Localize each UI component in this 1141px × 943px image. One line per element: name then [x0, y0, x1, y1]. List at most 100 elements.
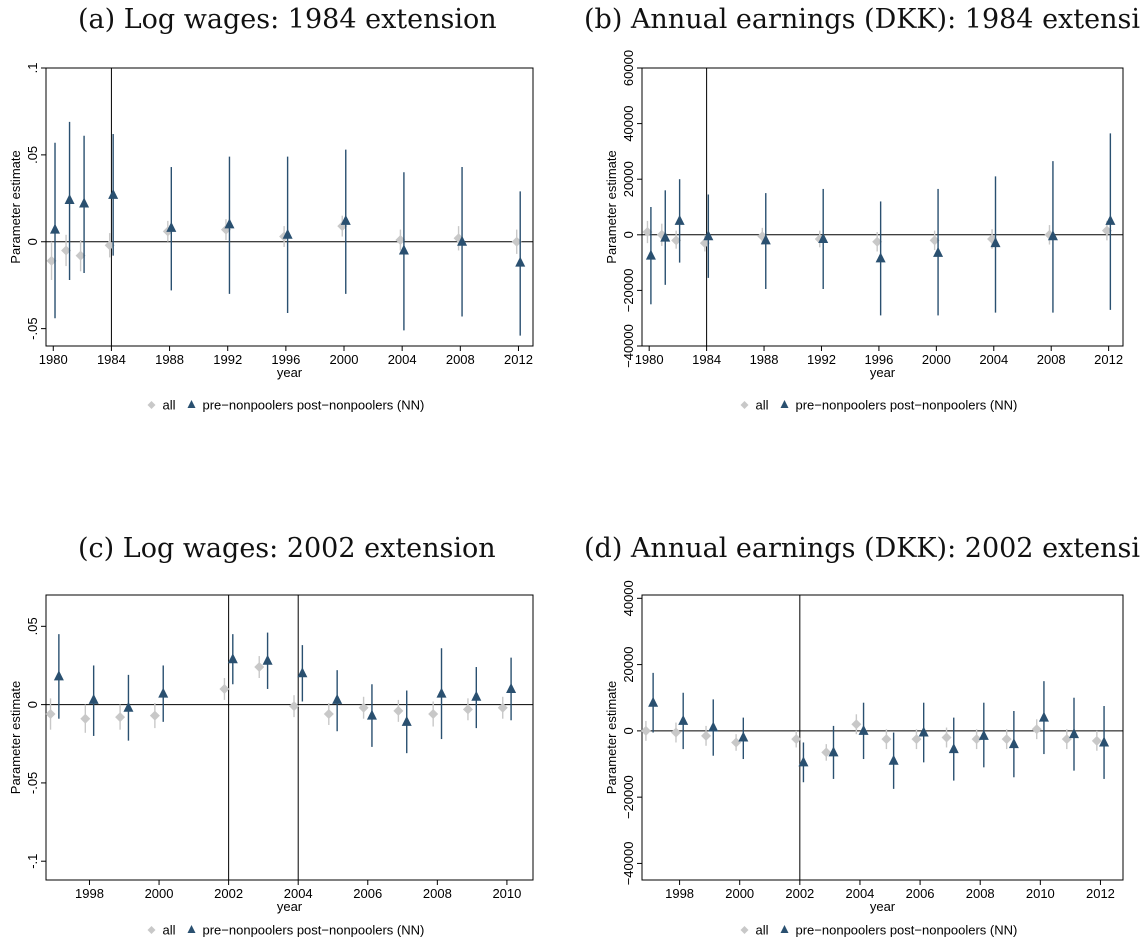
marker-nn — [53, 670, 64, 681]
marker-nn — [64, 194, 75, 205]
marker-all — [731, 737, 742, 748]
y-tick-label: 40000 — [621, 106, 636, 142]
legend-marker-all — [147, 401, 156, 409]
marker-nn — [798, 756, 809, 767]
x-axis-label: year — [870, 899, 896, 914]
marker-nn — [227, 653, 238, 664]
marker-all — [75, 250, 86, 261]
y-tick-label: 20000 — [621, 161, 636, 197]
marker-all — [911, 734, 922, 745]
marker-nn — [108, 188, 119, 199]
y-tick-label: −20000 — [621, 269, 636, 313]
marker-all — [219, 683, 230, 694]
legend-label-nn: pre−nonpoolers post−nonpoolers (NN) — [203, 398, 425, 413]
y-axis-label: Parameter estimate — [604, 150, 619, 263]
y-tick-label: .1 — [25, 63, 40, 74]
marker-nn — [123, 701, 134, 712]
legend-label-all: all — [163, 398, 176, 413]
x-tick-label: 1992 — [213, 352, 242, 367]
y-tick-label: 40000 — [621, 580, 636, 616]
plot-frame — [45, 67, 534, 347]
x-tick-label: 2000 — [330, 352, 359, 367]
marker-nn — [506, 682, 517, 693]
x-tick-label: 2010 — [492, 886, 521, 901]
x-tick-label: 2006 — [906, 886, 935, 901]
x-tick-label: 2012 — [504, 352, 533, 367]
plot-frame — [45, 594, 534, 881]
x-tick-label: 1980 — [39, 352, 68, 367]
y-tick-label: -.1 — [25, 854, 40, 869]
chart-d: 1998 2000 2002 2004 2006 2008 2010 2012 year −400… — [604, 580, 1124, 938]
caption-c: (c) Log wages: 2002 extension — [78, 533, 496, 564]
x-tick-label: 1996 — [864, 352, 893, 367]
legend-marker-all — [147, 926, 156, 934]
y-tick-label: .05 — [25, 146, 40, 164]
marker-nn — [738, 731, 749, 742]
marker-nn — [166, 221, 177, 232]
marker-nn — [648, 696, 659, 707]
caption-b: (b) Annual earnings (DKK): 1984 extensio… — [584, 4, 1141, 35]
chart-c: 1998 2000 2002 2004 2006 2008 2010 year -.1 -.05 0… — [8, 594, 534, 938]
marker-nn — [79, 197, 90, 208]
marker-nn — [888, 754, 899, 765]
y-tick-label: -.05 — [25, 772, 40, 794]
marker-all — [881, 734, 892, 745]
marker-all — [671, 235, 682, 246]
x-tick-label: 2008 — [966, 886, 995, 901]
x-tick-label: 1988 — [155, 352, 184, 367]
y-tick-label: 20000 — [621, 647, 636, 683]
x-tick-label: 2012 — [1086, 886, 1115, 901]
marker-all — [941, 732, 952, 743]
marker-nn — [366, 709, 377, 720]
marker-all — [393, 705, 404, 716]
x-tick-label: 2004 — [979, 352, 1008, 367]
legend-label-all: all — [163, 923, 176, 938]
marker-nn — [875, 252, 886, 263]
plot-frame — [641, 67, 1124, 347]
legend-label-all: all — [756, 398, 769, 413]
y-tick-label: −40000 — [621, 324, 636, 368]
marker-all — [46, 255, 57, 266]
marker-nn — [818, 232, 829, 243]
marker-all — [61, 245, 72, 256]
marker-nn — [158, 687, 169, 698]
x-tick-label: 2010 — [1026, 886, 1055, 901]
marker-nn — [933, 246, 944, 257]
marker-nn — [918, 726, 929, 737]
marker-nn — [708, 721, 719, 732]
x-axis-label: year — [277, 899, 303, 914]
marker-all — [289, 701, 300, 712]
legend-label-all: all — [756, 923, 769, 938]
legend-label-nn: pre−nonpoolers post−nonpoolers (NN) — [796, 923, 1018, 938]
x-tick-label: 2008 — [446, 352, 475, 367]
marker-all — [701, 730, 712, 741]
chart-b: 1980 1984 1988 1992 1996 2000 2004 2008 2012 year… — [604, 50, 1124, 413]
legend-label-nn: pre−nonpoolers post−nonpoolers (NN) — [203, 923, 425, 938]
marker-nn — [678, 714, 689, 725]
marker-all — [428, 709, 439, 720]
marker-nn — [858, 724, 869, 735]
marker-nn — [398, 244, 409, 255]
x-tick-label: 2000 — [922, 352, 951, 367]
caption-d: (d) Annual earnings (DKK): 2002 extensio… — [584, 533, 1141, 564]
marker-all — [872, 236, 883, 247]
marker-nn — [471, 690, 482, 701]
marker-all — [670, 727, 681, 738]
marker-all — [395, 235, 406, 246]
marker-nn — [224, 218, 235, 229]
marker-all — [929, 235, 940, 246]
x-tick-label: 2008 — [423, 886, 452, 901]
marker-nn — [645, 249, 656, 260]
x-tick-label: 1984 — [97, 352, 126, 367]
marker-all — [642, 227, 653, 238]
marker-nn — [332, 693, 343, 704]
y-tick-label: .05 — [25, 617, 40, 635]
y-tick-label: −40000 — [621, 842, 636, 886]
y-tick-label: 0 — [25, 701, 40, 708]
y-axis-label: Parameter estimate — [604, 681, 619, 794]
x-tick-label: 1996 — [271, 352, 300, 367]
marker-nn — [1105, 214, 1116, 225]
chart-a: 1980 1984 1988 1992 1996 2000 2004 2008 2012 year… — [8, 63, 534, 413]
legend-marker-nn — [780, 400, 789, 408]
x-axis-label: year — [277, 365, 303, 380]
